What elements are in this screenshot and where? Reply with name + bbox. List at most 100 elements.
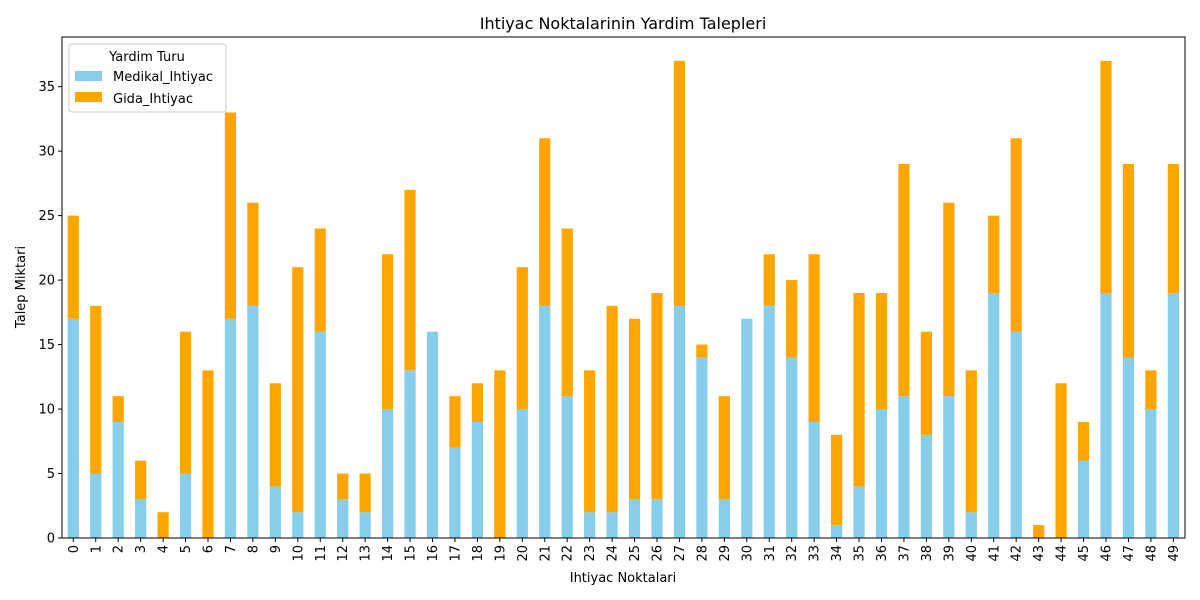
y-tick-label: 0 [47,532,55,547]
bar-gida-23 [584,370,596,513]
x-tick-label: 16 [426,545,441,562]
bar-medikal-46 [1100,292,1112,538]
bar-medikal-39 [943,396,955,538]
bar-gida-28 [696,344,708,358]
bar-medikal-8 [247,305,259,538]
bar-gida-38 [920,331,932,435]
x-tick-label: 46 [1100,545,1115,562]
x-tick-label: 23 [583,545,598,562]
bar-medikal-28 [696,357,708,538]
bar-medikal-47 [1122,357,1135,538]
y-tick-label: 30 [38,145,55,160]
bar-gida-15 [404,189,416,371]
bar-gida-3 [135,460,147,500]
plot-frame [61,36,1186,539]
legend-label-gida: Gida_Ihtiyac [113,92,193,107]
x-tick-label: 48 [1144,545,1159,562]
bar-gida-12 [337,473,349,500]
x-tick-label: 17 [448,545,463,562]
bar-medikal-35 [853,486,865,538]
bar-medikal-30 [741,318,753,538]
bar-medikal-1 [90,473,102,538]
bar-gida-19 [494,370,506,538]
bar-medikal-10 [292,512,304,538]
bar-medikal-32 [786,357,798,538]
bar-medikal-45 [1077,460,1090,538]
bar-gida-42 [1010,138,1022,332]
bar-medikal-25 [628,499,641,538]
bar-gida-13 [359,473,371,513]
x-tick-label: 47 [1122,545,1137,562]
bar-medikal-18 [471,421,483,538]
bar-medikal-24 [606,512,618,538]
bar-gida-37 [898,164,910,397]
y-axis: 0 5 10 15 20 25 30 35 [38,80,62,547]
x-tick-label: 9 [269,545,284,553]
y-tick-label: 20 [38,274,55,289]
bar-gida-1 [90,305,102,474]
bar-gida-10 [292,267,304,513]
bar-medikal-42 [1010,331,1022,538]
x-tick-label: 24 [606,545,621,562]
bar-medikal-5 [179,473,192,538]
chart-title: Ihtiyac Noktalarinin Yardim Talepleri [480,14,767,33]
x-tick-label: 30 [740,545,755,562]
x-tick-label: 37 [897,545,912,562]
bar-gida-31 [763,254,775,306]
x-tick-label: 12 [336,545,351,562]
x-tick-label: 0 [67,545,82,553]
bar-gida-7 [224,112,237,319]
x-tick-label: 49 [1167,545,1182,562]
legend-swatch-medikal [75,71,102,81]
x-tick-label: 22 [561,545,576,562]
bar-medikal-11 [314,331,326,538]
x-tick-label: 2 [112,545,127,553]
x-tick-label: 15 [404,545,419,562]
bar-gida-33 [808,254,820,422]
x-tick-label: 8 [246,545,261,553]
bar-medikal-38 [920,434,932,538]
x-tick-label: 25 [628,545,643,562]
x-tick-label: 35 [853,545,868,562]
x-tick-label: 11 [314,545,329,562]
bar-gida-49 [1167,164,1179,293]
bar-gida-8 [247,202,259,306]
x-tick-label: 1 [89,545,104,553]
x-tick-label: 45 [1077,545,1092,562]
x-tick-label: 27 [673,545,688,562]
bar-gida-14 [382,254,394,410]
x-tick-label: 42 [1010,545,1025,562]
x-tick-label: 5 [179,545,194,553]
x-tick-label: 21 [538,545,553,562]
bar-gida-9 [269,383,281,487]
legend-box [68,43,227,113]
y-tick-label: 10 [38,403,55,418]
x-axis: 0 1 2 3 4 5 6 7 8 9 10 11 12 13 14 15 16 17 18 19 20 21 22 23 24… [67,538,1182,562]
x-tick-label: 39 [942,545,957,562]
x-tick-label: 41 [987,545,1002,562]
bar-gida-41 [988,215,1000,293]
bar-medikal-20 [516,409,528,538]
bar-medikal-31 [763,305,775,538]
bar-medikal-40 [965,512,977,538]
bar-gida-29 [718,396,730,500]
legend-title: Yardim Turu [108,50,185,65]
x-tick-label: 33 [808,545,823,562]
bar-gida-21 [539,138,551,306]
bar-gida-5 [179,331,192,474]
bar-medikal-17 [449,447,461,538]
bar-gida-24 [606,305,618,513]
legend: Yardim Turu Medikal_Ihtiyac Gida_Ihtiyac [68,43,227,113]
bar-medikal-27 [673,305,686,538]
x-tick-label: 14 [381,545,396,562]
bar-medikal-15 [404,370,416,538]
bar-medikal-13 [359,512,371,538]
x-tick-label: 32 [785,545,800,562]
y-tick-label: 35 [38,80,55,95]
bar-gida-48 [1145,370,1157,410]
bar-gida-20 [516,267,528,410]
bar-gida-25 [628,318,641,500]
y-tick-label: 5 [47,467,55,482]
bar-medikal-7 [224,318,237,538]
